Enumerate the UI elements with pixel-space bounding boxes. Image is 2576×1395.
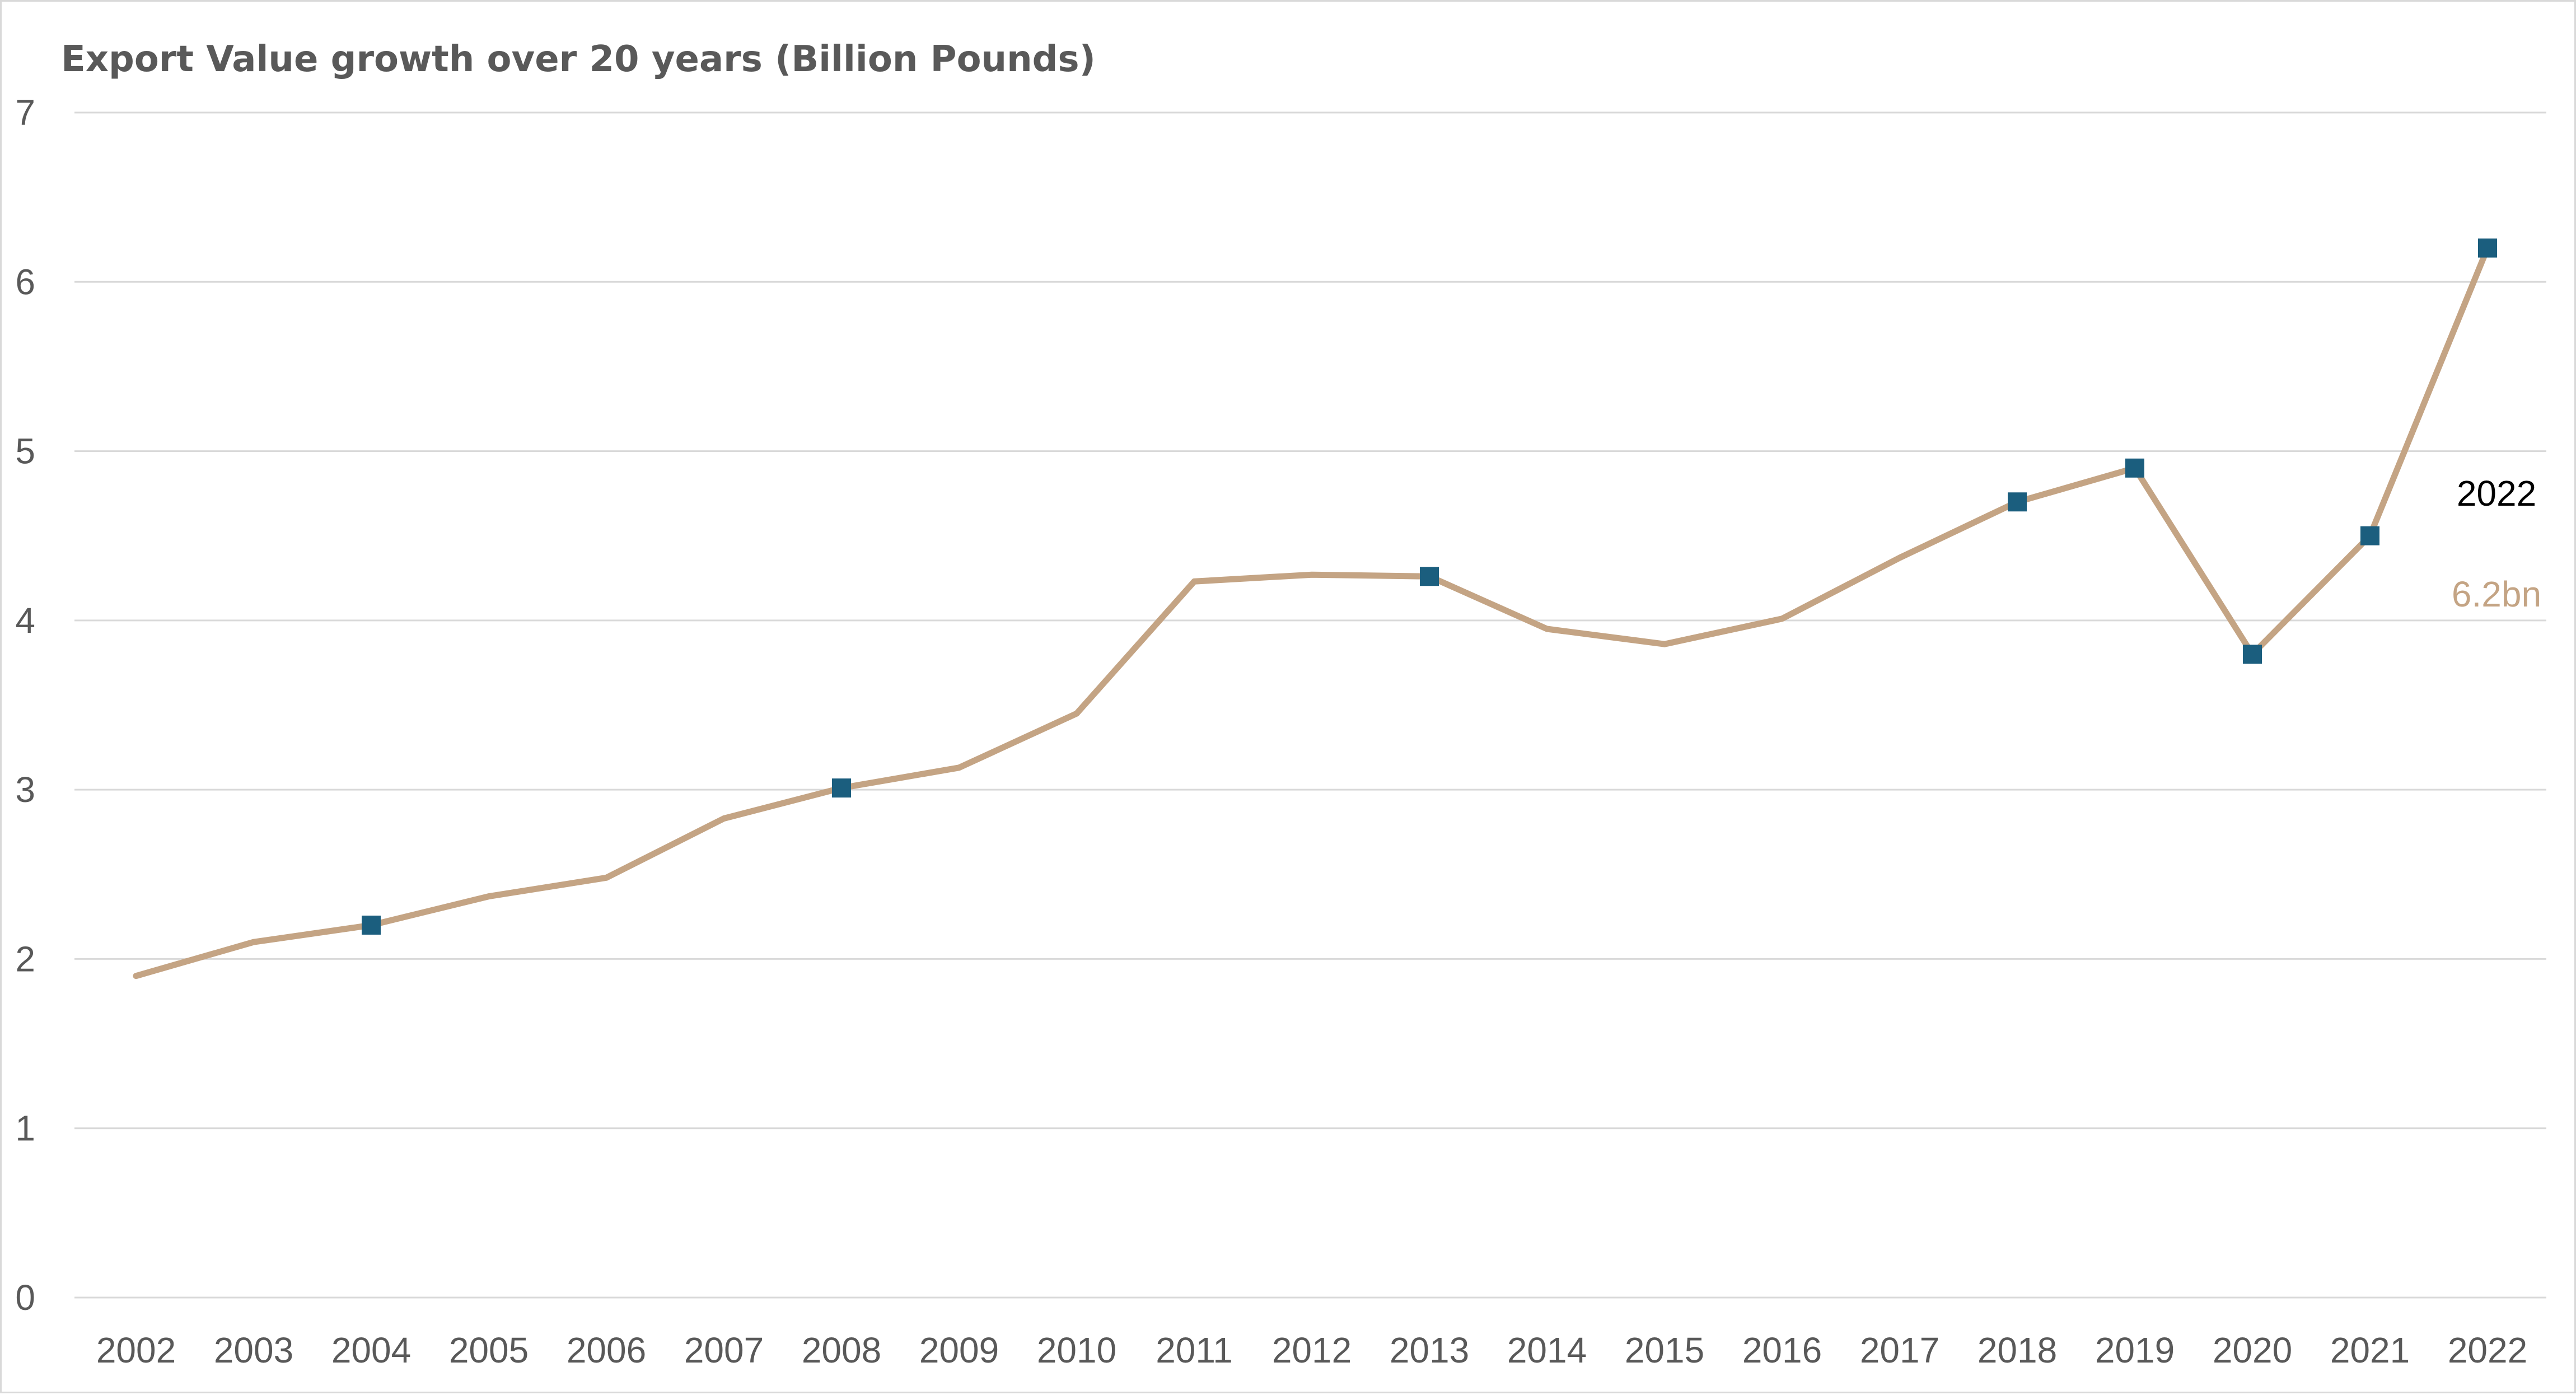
y-tick-label: 5: [15, 431, 35, 472]
x-axis-ticks: 2002 2003 2004 2005 2006 2007 2008 2009 2010 2011…: [96, 1330, 2527, 1370]
y-tick-label: 2: [15, 939, 35, 979]
data-marker-2018: [2008, 492, 2027, 512]
x-tick-label: 2012: [1272, 1330, 1352, 1370]
y-tick-label: 6: [15, 262, 35, 302]
data-marker-2013: [1420, 567, 1439, 586]
data-marker-2019: [2125, 458, 2144, 478]
data-marker-2022: [2478, 238, 2497, 258]
y-tick-label: 7: [15, 92, 35, 133]
x-tick-label: 2002: [96, 1330, 176, 1370]
x-tick-label: 2010: [1037, 1330, 1116, 1370]
data-marker-2021: [2360, 526, 2379, 545]
x-tick-label: 2014: [1507, 1330, 1587, 1370]
x-tick-label: 2011: [1156, 1330, 1233, 1370]
x-tick-label: 2005: [449, 1330, 529, 1370]
x-tick-label: 2018: [1977, 1330, 2057, 1370]
callout-year-label: 2022: [2457, 473, 2536, 514]
data-marker-2004: [362, 915, 381, 935]
chart-title: Export Value growth over 20 years (Billi…: [61, 39, 1096, 80]
y-tick-label: 3: [15, 769, 35, 810]
x-tick-label: 2009: [919, 1330, 999, 1370]
x-tick-label: 2015: [1625, 1330, 1704, 1370]
x-tick-label: 2017: [1860, 1330, 1939, 1370]
series-export-value: [133, 245, 2491, 979]
x-tick-label: 2016: [1742, 1330, 1822, 1370]
y-tick-label: 0: [15, 1277, 35, 1318]
y-tick-label: 4: [15, 600, 35, 641]
x-tick-label: 2006: [567, 1330, 646, 1370]
y-tick-label: 1: [15, 1108, 35, 1149]
x-tick-label: 2003: [214, 1330, 293, 1370]
data-marker-2008: [832, 778, 851, 798]
gridlines: [74, 111, 2546, 1299]
x-tick-label: 2021: [2330, 1330, 2410, 1370]
data-marker-2020: [2243, 645, 2262, 664]
y-axis-ticks: 0 1 2 3 4 5 6 7: [15, 92, 35, 1318]
x-tick-label: 2022: [2448, 1330, 2527, 1370]
data-markers: [362, 238, 2497, 935]
series-line: [133, 245, 2491, 979]
x-tick-label: 2013: [1390, 1330, 1469, 1370]
x-tick-label: 2019: [2095, 1330, 2175, 1370]
x-tick-label: 2004: [331, 1330, 411, 1370]
x-tick-label: 2020: [2213, 1330, 2292, 1370]
x-tick-label: 2008: [802, 1330, 881, 1370]
x-tick-label: 2007: [684, 1330, 764, 1370]
callout-value-label: 6.2bn: [2452, 574, 2541, 614]
